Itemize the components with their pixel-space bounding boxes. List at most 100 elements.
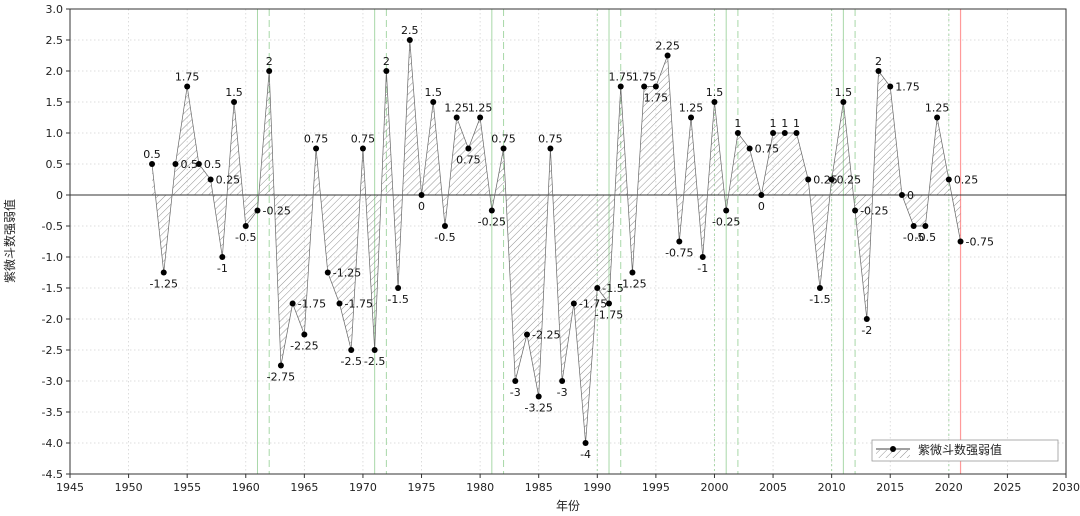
data-point [359, 145, 366, 152]
data-label: 0.25 [216, 174, 241, 187]
data-point [629, 269, 636, 276]
data-label: 2.25 [655, 40, 680, 53]
data-point [957, 238, 964, 245]
data-point [441, 223, 448, 229]
data-point [406, 37, 413, 43]
y-tick-label: 0.5 [46, 158, 64, 171]
data-point [606, 300, 613, 307]
data-label: -2.25 [290, 340, 318, 353]
data-point [617, 83, 624, 90]
data-label: 1 [793, 117, 800, 130]
data-point [652, 83, 659, 90]
x-tick-label: 1950 [115, 481, 143, 494]
data-point [547, 145, 554, 152]
data-point [301, 331, 308, 338]
data-label: 1.25 [444, 102, 469, 115]
data-point [805, 176, 812, 183]
data-point [594, 285, 601, 291]
data-label: -1 [697, 262, 708, 275]
data-label: 0.75 [351, 133, 376, 146]
data-label: 1.5 [424, 86, 442, 99]
data-label: 0.75 [456, 154, 481, 167]
data-point [324, 269, 331, 276]
data-point [793, 130, 800, 136]
data-label: 1.5 [706, 86, 724, 99]
data-point [875, 68, 882, 74]
data-labels: 0.5 -1.25 0.5 1.75 0.5 0.25 -1 1.5 -0.5 -0.25 2 -2.… [143, 24, 994, 461]
data-point [910, 223, 917, 229]
data-point [734, 130, 741, 136]
data-label: -2.5 [340, 355, 361, 368]
y-axis-ticks: 3.0 2.5 2.0 1.5 1.0 0.5 0 -0.5 -1.0 -1.5 -2.0 -2.5 -… [42, 3, 70, 481]
data-label: -1.75 [595, 309, 623, 322]
data-point [336, 300, 343, 307]
data-point [184, 83, 191, 90]
x-tick-label: 2005 [759, 481, 787, 494]
data-point [840, 99, 847, 105]
data-point [828, 176, 835, 183]
data-point [453, 114, 460, 121]
data-point [641, 83, 648, 90]
data-label: -1.75 [298, 298, 326, 311]
data-label: -3.25 [524, 402, 552, 415]
data-label: -1.75 [579, 298, 607, 311]
data-point [523, 331, 530, 338]
hatched-area [152, 40, 961, 443]
data-label: -0.5 [434, 231, 455, 244]
data-label: -1.25 [333, 267, 361, 280]
data-label: 1.5 [225, 86, 243, 99]
data-point [371, 347, 378, 353]
y-tick-label: -4.0 [42, 437, 63, 450]
data-point [770, 130, 777, 136]
data-point [688, 114, 695, 121]
x-tick-label: 1985 [525, 481, 553, 494]
data-label: 1.5 [835, 86, 853, 99]
x-tick-label: 1945 [56, 481, 84, 494]
plot-frame [69, 8, 1067, 475]
data-point [945, 176, 952, 183]
series-line [151, 39, 961, 444]
data-point [289, 300, 296, 307]
y-tick-label: -1.0 [42, 251, 63, 264]
y-tick-label: 0 [56, 189, 63, 202]
data-point [395, 285, 402, 291]
data-label: -1.5 [387, 293, 408, 306]
data-label: -0.75 [966, 236, 994, 249]
data-label: 0.5 [143, 148, 161, 161]
x-tick-label: 2020 [935, 481, 963, 494]
series-polyline [151, 39, 961, 444]
y-tick-label: -3.5 [42, 406, 63, 419]
data-point [816, 285, 823, 291]
data-label: -2.75 [267, 371, 295, 384]
data-point [383, 68, 390, 74]
data-label: 1 [770, 117, 777, 130]
data-point [898, 192, 905, 198]
data-label: 2 [875, 55, 882, 68]
data-point [219, 254, 226, 260]
data-point [746, 145, 753, 152]
data-point [488, 207, 495, 214]
data-point [723, 207, 730, 214]
area-fill [152, 40, 961, 443]
data-label: -0.25 [712, 216, 740, 229]
x-tick-label: 1955 [173, 481, 201, 494]
data-point [207, 176, 214, 183]
data-label: 0.75 [304, 133, 329, 146]
y-tick-label: 1.0 [46, 127, 64, 140]
data-label: 1 [734, 117, 741, 130]
data-label: 0.25 [813, 174, 838, 187]
data-point [195, 161, 202, 167]
data-label: -2 [861, 324, 872, 337]
legend-hatch-swatch [876, 450, 910, 458]
data-point [465, 145, 472, 152]
data-label: -1.5 [809, 293, 830, 306]
y-tick-label: -2.5 [42, 344, 63, 357]
data-label: -0.5 [235, 231, 256, 244]
x-axis-ticks: 1945 1950 1955 1960 1965 1970 1975 1980 1985 1990… [56, 474, 1080, 494]
data-label: 0.25 [954, 174, 979, 187]
data-point [781, 130, 788, 136]
data-point [699, 254, 706, 260]
data-label: -1.25 [618, 278, 646, 291]
data-label: 0.25 [837, 174, 862, 187]
y-tick-label: 2.0 [46, 65, 64, 78]
